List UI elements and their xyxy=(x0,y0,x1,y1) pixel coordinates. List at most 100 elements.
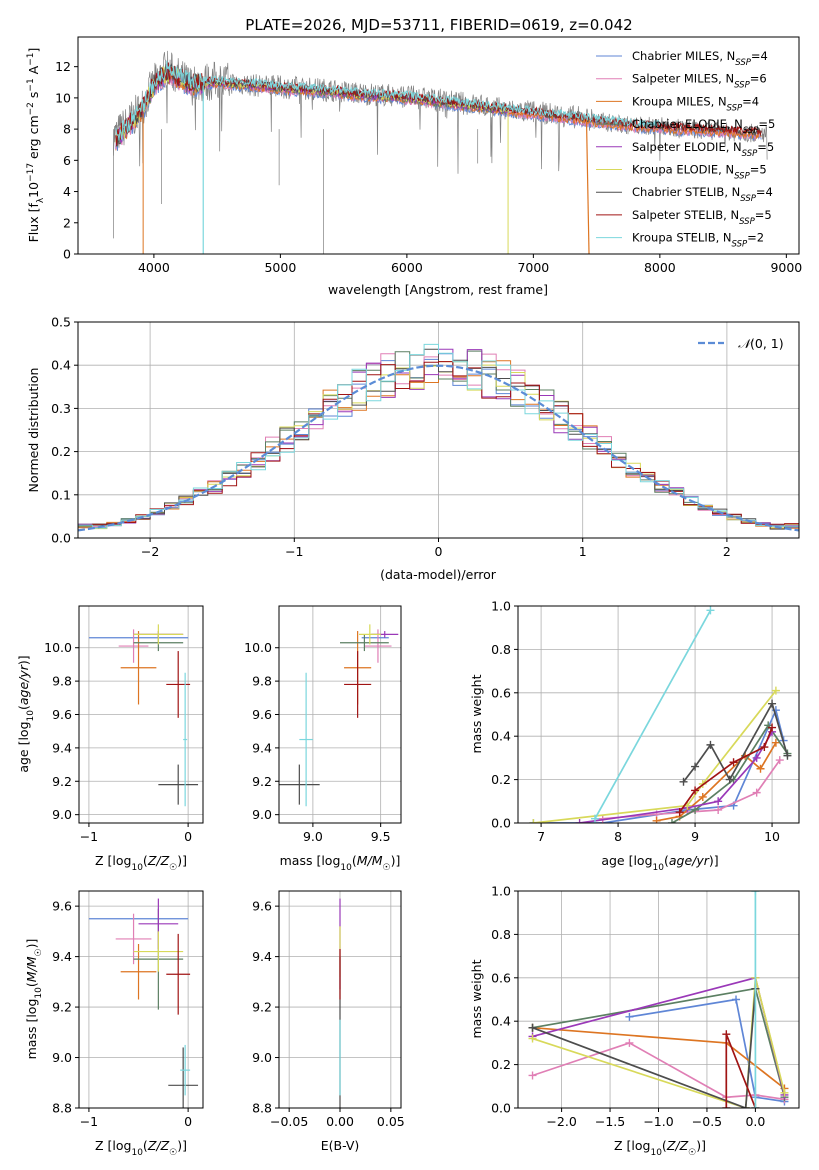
x-tick-label: 0.00 xyxy=(326,1114,354,1129)
weight-line-kroupa_stelib xyxy=(594,609,712,820)
mass-z-y-label: mass [log10(M/M☉)] xyxy=(24,939,44,1060)
weight-marker-salpeter_stelib xyxy=(691,786,700,795)
weight-marker-chabrier_stelib xyxy=(741,1104,750,1108)
weight-marker-salpeter_stelib xyxy=(675,808,684,817)
legend-label: Kroupa STELIB, NSSP=2 xyxy=(632,231,764,250)
spectrum-title: PLATE=2026, MJD=53711, FIBERID=0619, z=0… xyxy=(245,16,632,34)
x-tick-label: −1.5 xyxy=(595,1114,625,1129)
y-tick-label: 0.2 xyxy=(491,772,511,787)
weight-marker-salpeter_miles xyxy=(775,756,784,765)
x-tick-label: 9 xyxy=(691,829,699,844)
mass-vs-ebv-panel: −0.05 0.00 0.05 8.8 9.0 9.2 9.4 9.6 E(B-V) xyxy=(252,890,405,1153)
histogram-y-label: Normed distribution xyxy=(26,368,41,493)
y-tick-label: 8.8 xyxy=(252,1101,272,1116)
weight-marker-salpeter_elodie xyxy=(575,819,584,823)
x-tick-label: 0 xyxy=(184,1114,192,1129)
x-tick-label: −0.05 xyxy=(270,1114,308,1129)
y-tick-label: 0.8 xyxy=(491,927,511,942)
weight-line-chabrier_miles xyxy=(533,707,785,823)
model-line-kroupa_elodie xyxy=(115,66,509,143)
x-tick-label: −2 xyxy=(141,544,159,559)
x-tick-label: 0.0 xyxy=(745,1114,765,1129)
y-tick-label: 9.4 xyxy=(52,740,72,755)
stelib-cutoff xyxy=(585,119,590,254)
weight-age-y-label: mass weight xyxy=(469,674,484,753)
weight-marker-chabrier_stelib xyxy=(679,777,688,786)
weight-marker-kroupa_miles xyxy=(652,816,661,823)
mass-vs-metallicity-panel: −1 0 8.8 9.0 9.2 9.4 9.6 Z [log10(Z/Z☉)] mass [l… xyxy=(24,890,204,1158)
y-tick-label: 9.6 xyxy=(52,899,72,914)
legend-label: Salpeter STELIB, NSSP=5 xyxy=(632,208,772,227)
y-tick-label: 10.0 xyxy=(44,640,72,655)
weight-line-chabrier_stelib xyxy=(532,988,757,1108)
weight-marker-salpeter_stelib xyxy=(722,1030,731,1039)
plot-area xyxy=(78,343,799,532)
weight-marker-kroupa_stelib xyxy=(751,891,760,895)
weight-z-x-label: Z [log10(Z/Z☉)] xyxy=(614,1138,706,1158)
weight-marker-kroupa_miles xyxy=(756,764,765,773)
weight-marker-kroupa_miles xyxy=(698,792,707,801)
histogram-salpeter_stelib xyxy=(78,361,799,526)
age-vs-metallicity-panel: −1 0 9.0 9.2 9.4 9.6 9.8 10.0 Z [log10(Z/Z☉)] age… xyxy=(16,605,204,873)
weight-marker-chabrier_stelib xyxy=(725,775,734,784)
histogram-x-label: (data-model)/error xyxy=(380,567,497,582)
weight-marker-chabrier_stelib xyxy=(691,762,700,771)
weight-marker-kroupa_elodie xyxy=(529,819,538,823)
weight-marker-salpeter_miles xyxy=(714,805,723,814)
x-tick-label: −1.0 xyxy=(643,1114,673,1129)
weight-marker-chabrier_stelib xyxy=(528,1023,537,1032)
plot-area xyxy=(529,606,792,823)
y-tick-label: 0.3 xyxy=(51,401,71,416)
weight-marker-salpeter_stelib xyxy=(768,723,777,732)
y-tick-label: 9.2 xyxy=(252,1000,272,1015)
axes-frame xyxy=(77,36,800,255)
x-tick-label: −1 xyxy=(80,829,98,844)
histogram-kroupa_stelib xyxy=(78,343,799,529)
x-tick-label: 7 xyxy=(537,829,545,844)
weight-line-chabrier_stelib xyxy=(682,701,789,783)
weight-marker-kroupa_miles xyxy=(771,738,780,747)
y-tick-label: 0.2 xyxy=(491,1057,511,1072)
x-tick-label: −1 xyxy=(285,544,303,559)
y-tick-label: 0.4 xyxy=(491,1014,511,1029)
y-tick-label: 0.2 xyxy=(51,444,71,459)
y-tick-label: 9.4 xyxy=(252,740,272,755)
observed-spectrum-line xyxy=(113,50,768,174)
weight-vs-metallicity-panel: −2.0 −1.5 −1.0 −0.5 0.0 0.0 0.2 0.4 0.6 0.8 1.0 Z [… xyxy=(469,884,800,1158)
weight-marker-chabrier_stelib xyxy=(783,751,792,760)
x-tick-label: 9.5 xyxy=(371,829,391,844)
y-tick-label: 1.0 xyxy=(491,884,511,899)
x-tick-label: 6000 xyxy=(391,260,423,275)
x-tick-label: 10 xyxy=(764,829,780,844)
weight-marker-salpeter_miles xyxy=(625,1038,634,1047)
legend-label: Salpeter ELODIE, NSSP=5 xyxy=(632,140,774,159)
y-tick-label: 0.4 xyxy=(51,358,71,373)
weight-marker-kroupa_stelib xyxy=(751,1104,760,1108)
legend-label: Kroupa MILES, NSSP=4 xyxy=(632,94,759,113)
weight-marker-kroupa_elodie xyxy=(771,686,780,695)
y-tick-label: 9.8 xyxy=(52,674,72,689)
y-tick-label: 9.0 xyxy=(52,1050,72,1065)
age-z-x-label: Z [log10(Z/Z☉)] xyxy=(95,853,187,873)
x-tick-label: 7000 xyxy=(517,260,549,275)
weight-z-y-label: mass weight xyxy=(469,959,484,1038)
age-vs-mass-panel: 9.0 9.5 9.0 9.2 9.4 9.6 9.8 10.0 mass [log10(M/M… xyxy=(244,605,402,873)
y-tick-label: 9.0 xyxy=(52,807,72,822)
y-tick-label: 0.1 xyxy=(51,487,71,502)
x-tick-label: 8 xyxy=(614,829,622,844)
plot-area xyxy=(528,891,789,1108)
weight-marker-salpeter_stelib xyxy=(729,758,738,767)
y-tick-label: 9.2 xyxy=(252,774,272,789)
weight-marker-kroupa_elodie xyxy=(528,1034,537,1043)
plot-area xyxy=(113,50,768,254)
histogram-chabrier_stelib xyxy=(78,348,799,530)
age-mass-x-label: mass [log10(M/M☉)] xyxy=(280,853,401,873)
y-tick-label: 9.8 xyxy=(252,674,272,689)
x-tick-label: 0.05 xyxy=(377,1114,405,1129)
weight-marker-salpeter_elodie xyxy=(752,753,761,762)
y-tick-label: 0.0 xyxy=(491,816,511,831)
y-tick-label: 4 xyxy=(63,184,71,199)
weight-marker-kroupa_stelib xyxy=(706,606,715,615)
weight-marker-salpeter_elodie xyxy=(714,797,723,806)
mass-z-x-label: Z [log10(Z/Z☉)] xyxy=(95,1138,187,1158)
